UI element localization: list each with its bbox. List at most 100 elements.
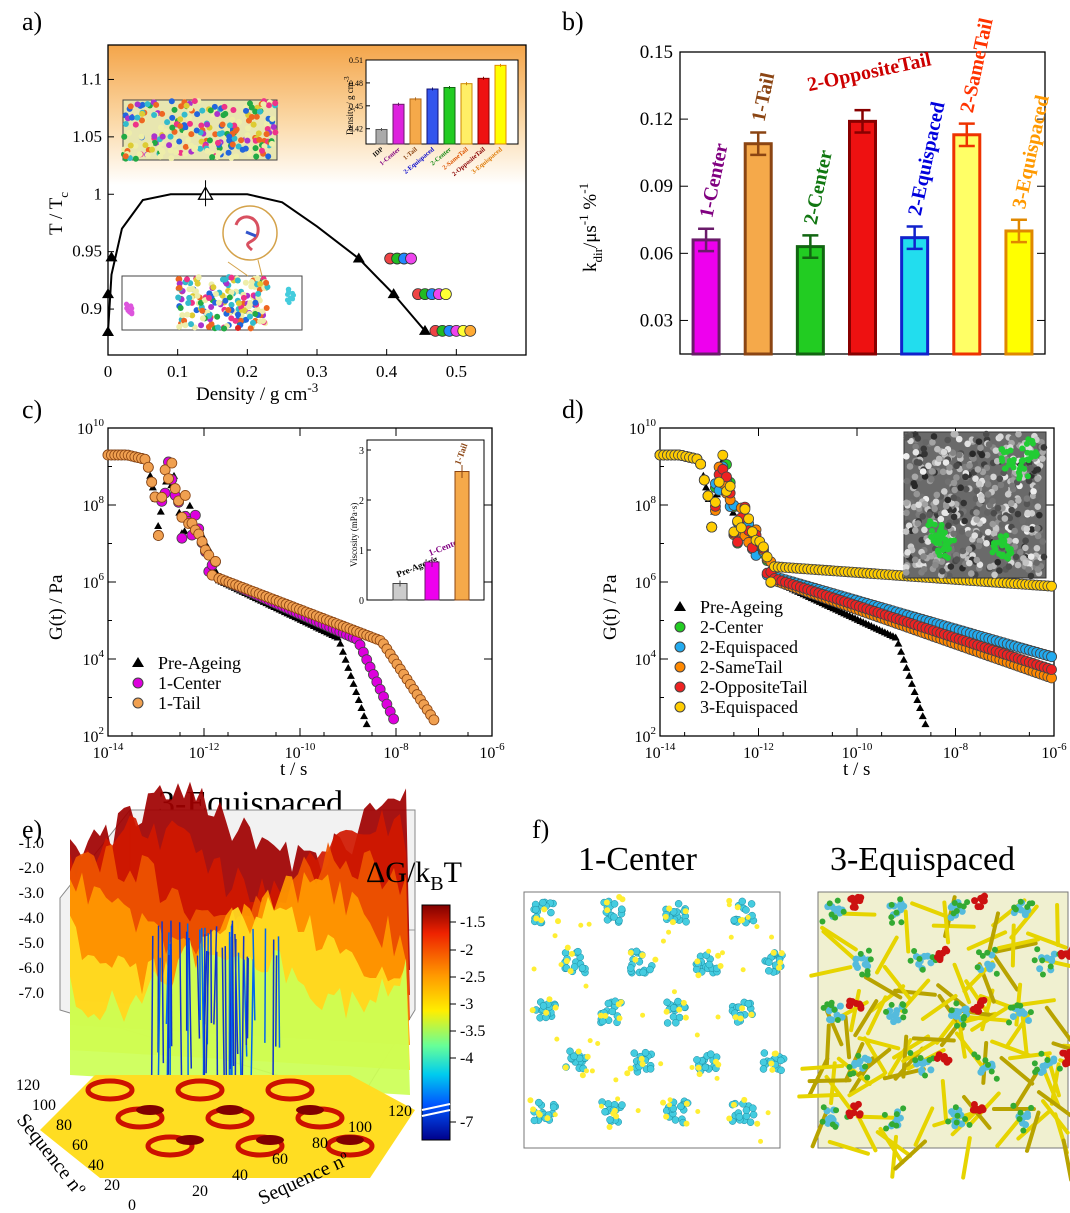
d-snap-bead	[904, 548, 911, 556]
f-bead	[1021, 911, 1029, 919]
f-bead	[918, 1066, 926, 1074]
a-snap-bead	[221, 103, 228, 110]
a-ytick-label: 1.1	[81, 69, 102, 88]
a-inset-bar	[477, 77, 490, 145]
d-snap-bead	[984, 474, 991, 482]
a-snap-bead	[151, 139, 158, 146]
d-snap-bead	[950, 479, 958, 487]
d-snap-bead	[974, 466, 982, 473]
f-bead-green	[975, 949, 982, 956]
g-point-pre-ageing	[154, 522, 163, 530]
f-bead	[947, 903, 955, 911]
f-bead-yellow	[726, 897, 733, 904]
f-bead-yellow	[739, 1005, 746, 1012]
a-inset-ytick: 0.48	[349, 79, 363, 88]
f-bead	[749, 1110, 758, 1119]
f-rod	[1026, 931, 1068, 950]
f-bead-green	[964, 899, 971, 906]
f-bead-green	[859, 971, 866, 978]
f-rod	[913, 1106, 935, 1147]
f-bead	[615, 916, 623, 925]
f-bead	[669, 1104, 678, 1113]
f-bead-green	[899, 1001, 906, 1008]
f-bead-green	[982, 1057, 989, 1064]
a-snap-bead	[199, 315, 206, 322]
legend-marker	[674, 641, 686, 653]
f-bead-green	[1011, 904, 1018, 911]
log-ytick-label: 102	[635, 725, 657, 746]
d-snap-bead	[996, 567, 1003, 574]
f-bead-yellow	[638, 1055, 645, 1062]
a-coexistence-point	[105, 251, 118, 262]
f-bead	[669, 908, 678, 916]
f-bead	[765, 967, 773, 975]
a-snap-bead	[250, 121, 257, 128]
d-snap-bead	[999, 457, 1006, 464]
f-bead-green	[991, 946, 998, 953]
a-snap-bead	[214, 324, 221, 331]
f-rod	[875, 935, 899, 975]
a-coexistence-point	[102, 288, 114, 299]
f-bead-green	[1032, 1068, 1039, 1075]
panel-c-letter: c)	[22, 395, 42, 424]
a-snap-bead	[228, 154, 235, 161]
f-bead	[749, 1104, 757, 1112]
a-snap-bead	[258, 147, 265, 154]
a-snap-bead	[268, 140, 275, 147]
d-snap-bead	[1034, 475, 1041, 482]
f-bead-red	[973, 1105, 981, 1113]
f-bead-green	[893, 909, 900, 916]
f-rod	[920, 994, 958, 1021]
f-bead	[682, 918, 690, 926]
log-ytick-label: 1010	[629, 417, 657, 438]
f-rod	[910, 901, 952, 920]
f-bead-green	[893, 1111, 900, 1118]
a-xtick-label: 0	[104, 362, 113, 381]
f-bead	[892, 1010, 900, 1018]
f-bead-yellow	[706, 948, 712, 954]
d-snap-bead	[916, 474, 924, 482]
a-snap-bead	[214, 313, 221, 320]
e-spike	[237, 952, 242, 1088]
a-snap-bead	[151, 112, 158, 119]
f-bead-red	[848, 894, 856, 902]
f-bead-yellow	[666, 929, 672, 935]
d-snap-bead	[1027, 464, 1034, 472]
e-spike	[252, 928, 256, 1021]
f-bead	[671, 1116, 680, 1124]
d-snap-bead	[985, 441, 993, 448]
f-bead-green	[855, 1052, 862, 1059]
a-snap-bead	[194, 280, 201, 287]
panel-f-letter: f)	[532, 815, 549, 844]
f-bead-yellow	[613, 1077, 619, 1083]
d-snap-bead	[945, 522, 952, 529]
d-snap-bead	[928, 520, 935, 527]
a-xtick-label: 0.2	[237, 362, 258, 381]
e-floor-well	[216, 1105, 244, 1115]
f-bead	[760, 1049, 769, 1057]
log-xtick-label: 10-6	[1041, 741, 1067, 762]
d-snap-bead	[962, 473, 969, 481]
f-bead-yellow	[598, 1103, 604, 1109]
f-bead-green	[956, 902, 963, 909]
g-point-1-tail	[428, 714, 440, 726]
d-snap-bead	[953, 556, 961, 563]
g-point-pre-ageing	[352, 687, 361, 695]
f-bead	[608, 1007, 617, 1016]
d-snap-bead	[1001, 538, 1008, 545]
f-bead-green	[960, 1015, 967, 1022]
d-snap-bead	[922, 438, 930, 446]
d-snap-bead	[990, 473, 997, 481]
d-snap-bead	[933, 491, 941, 499]
f-bead-yellow	[728, 934, 734, 940]
g-point-pre-ageing	[338, 647, 347, 655]
panel-f-right-particles	[797, 892, 1070, 1182]
legend-label: 2-Center	[700, 617, 763, 637]
a-snap-bead	[291, 292, 297, 298]
e-xtick-label: 20	[192, 1183, 208, 1200]
f-rod	[903, 909, 911, 954]
a-snap-bead	[234, 277, 241, 284]
d-snap-bead	[1007, 447, 1014, 454]
